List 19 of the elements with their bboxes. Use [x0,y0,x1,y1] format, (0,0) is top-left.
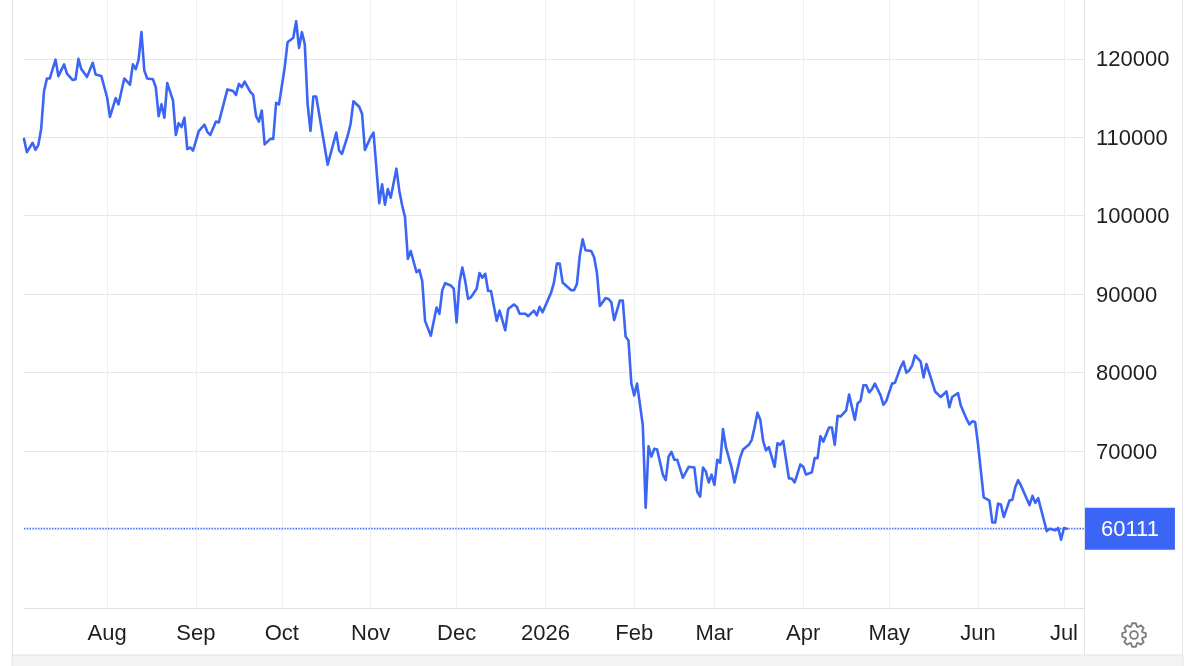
x-tick-label: Feb [615,619,654,645]
x-tick-label: 2026 [520,619,570,645]
x-tick-label: Aug [87,619,127,645]
x-tick-label: Mar [695,619,734,645]
x-tick-label: Apr [786,619,821,645]
y-tick-label: 110000 [1096,124,1168,150]
ref-line-label: 60111 [1101,516,1159,542]
x-tick-label: Oct [264,619,299,645]
x-tick-label: Jul [1049,619,1079,645]
y-tick-label: 70000 [1096,438,1158,464]
x-tick-label: Sep [176,619,216,645]
x-tick-label: Nov [351,619,391,645]
y-tick-label: 120000 [1096,46,1170,72]
y-tick-label: 90000 [1096,281,1158,307]
y-tick-label: 80000 [1096,360,1158,386]
y-tick-label: 100000 [1096,203,1170,229]
x-tick-label: Dec [437,619,477,645]
x-tick-label: May [868,619,910,645]
x-tick-label: Jun [960,619,996,645]
